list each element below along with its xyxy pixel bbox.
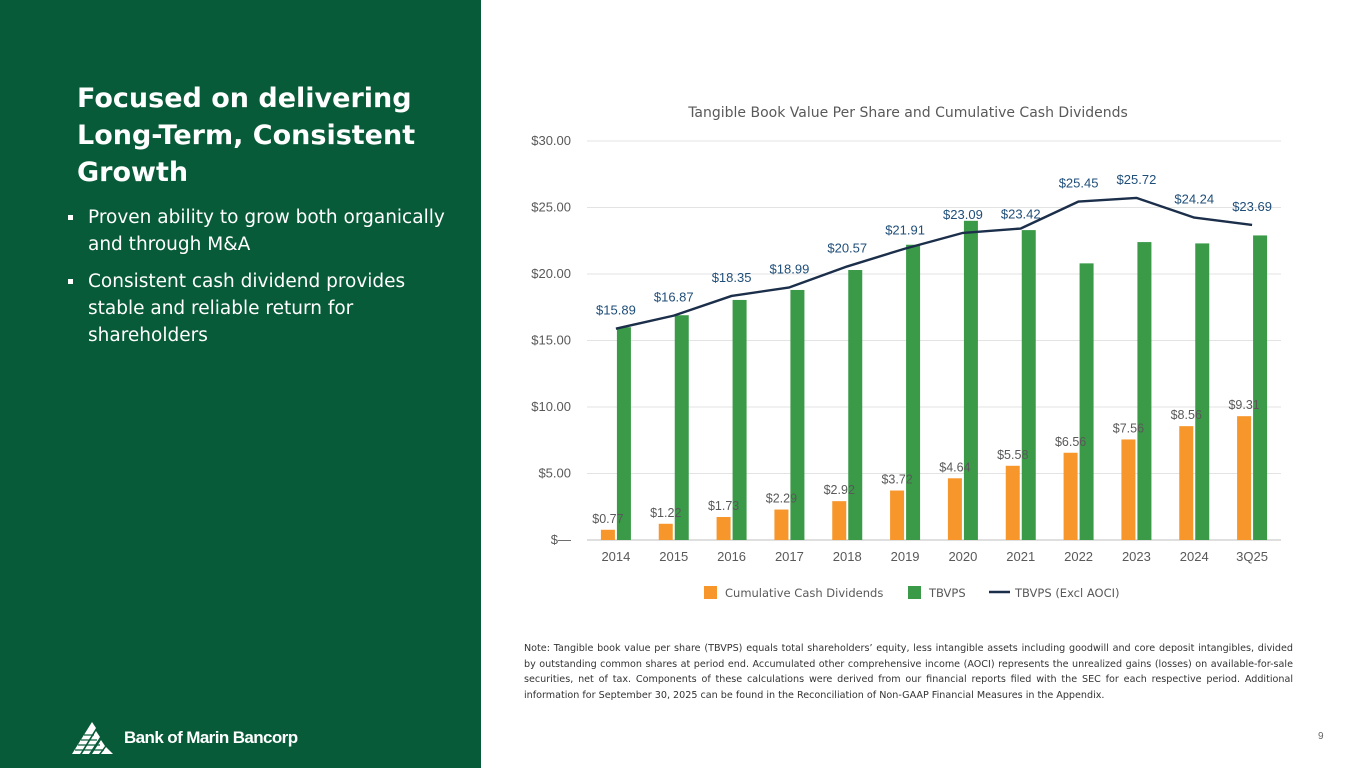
line-data-label: $25.45 (1059, 176, 1099, 191)
bullet-text: Consistent cash dividend provides stable… (88, 271, 406, 346)
y-tick-label: $30.00 (531, 133, 571, 148)
dividend-bar (1121, 439, 1136, 540)
x-tick-label: 2019 (891, 549, 920, 564)
dividend-bar (1179, 426, 1194, 540)
x-tick-label: 2022 (1064, 549, 1093, 564)
dividend-bar (832, 501, 847, 540)
dividend-data-label: $9.31 (1228, 398, 1259, 412)
tbvps-bar (906, 244, 921, 541)
x-tick-label: 3Q25 (1236, 549, 1268, 564)
dividend-data-label: $1.22 (650, 506, 681, 520)
line-data-label: $23.69 (1232, 199, 1272, 214)
line-data-label: $18.35 (712, 270, 752, 285)
dividend-bar (774, 509, 789, 540)
dividend-bar (890, 490, 905, 540)
legend-swatch (908, 586, 921, 599)
tbvps-bar (848, 270, 863, 540)
tbvps-bar (674, 315, 689, 540)
dividend-data-label: $6.56 (1055, 435, 1086, 449)
dividend-data-label: $7.56 (1113, 421, 1144, 435)
mountain-logo-icon (72, 722, 113, 754)
legend-label: Cumulative Cash Dividends (725, 586, 883, 600)
square-bullet-icon (68, 215, 73, 220)
line-data-label: $23.42 (1001, 207, 1041, 222)
dividend-data-label: $2.92 (824, 483, 855, 497)
x-tick-label: 2017 (775, 549, 804, 564)
line-data-label: $20.57 (827, 240, 867, 255)
dividend-bar (1063, 452, 1078, 540)
dividend-data-label: $2.29 (766, 492, 797, 506)
tbvps-bar (616, 327, 631, 540)
line-data-label: $15.89 (596, 303, 636, 318)
dividend-data-label: $4.64 (939, 460, 970, 474)
data-labels: $0.77 $1.22 $1.73 $2.29 $2.92 $3.72 $4.64 $5.58… (592, 172, 1272, 526)
tbvps-bar (1021, 230, 1036, 541)
tbvps-bar (963, 220, 978, 541)
company-logo: Bank of Marin Bancorp (70, 718, 298, 758)
logo-text: Bank of Marin Bancorp (124, 728, 298, 747)
tbvps-bar (1195, 243, 1210, 540)
x-tick-label: 2020 (948, 549, 977, 564)
bars (600, 220, 1268, 541)
left-panel: Focused on delivering Long-Term, Consist… (0, 0, 481, 768)
x-axis-ticks: 2014 2015 2016 2017 2018 2019 2020 2021 2022 2023… (601, 549, 1268, 564)
tbvps-bar (732, 299, 747, 540)
tbvps-bar (1137, 242, 1152, 540)
tbvps-chart: Tangible Book Value Per Share and Cumula… (531, 105, 1281, 600)
slide-title: Focused on delivering Long-Term, Consist… (77, 83, 416, 188)
dividend-data-label: $0.77 (592, 512, 623, 526)
dividend-bar (947, 478, 962, 540)
x-tick-label: 2024 (1180, 549, 1209, 564)
dividend-bar (658, 523, 673, 540)
dividend-bar (600, 529, 615, 540)
dividend-bar (1237, 416, 1252, 540)
legend-label: TBVPS (928, 586, 966, 600)
line-data-label: $25.72 (1117, 172, 1157, 187)
y-axis-ticks: $— $5.00 $10.00 $15.00 $20.00 $25.00 $30.00 (531, 133, 571, 547)
dividend-data-label: $8.56 (1171, 408, 1202, 422)
x-tick-label: 2014 (601, 549, 630, 564)
y-tick-label: $— (551, 532, 571, 547)
x-tick-label: 2021 (1006, 549, 1035, 564)
bullet-list: Proven ability to grow both organically … (68, 204, 458, 359)
y-tick-label: $25.00 (531, 200, 571, 215)
y-tick-label: $15.00 (531, 333, 571, 348)
line-series (615, 196, 1253, 330)
dividend-data-label: $5.58 (997, 448, 1028, 462)
legend-swatch (704, 586, 717, 599)
bullet-text: Proven ability to grow both organically … (88, 207, 445, 255)
bullet-item: Proven ability to grow both organically … (68, 204, 458, 258)
dividend-data-label: $3.72 (881, 473, 912, 487)
line-data-label: $23.09 (943, 207, 983, 222)
tbvps-bar (1253, 235, 1268, 540)
line-data-label: $21.91 (885, 223, 925, 238)
tbvps-bar (1079, 263, 1094, 540)
chart-title: Tangible Book Value Per Share and Cumula… (687, 105, 1128, 121)
y-tick-label: $20.00 (531, 266, 571, 281)
y-tick-label: $10.00 (531, 399, 571, 414)
y-tick-label: $5.00 (538, 466, 571, 481)
x-tick-label: 2023 (1122, 549, 1151, 564)
square-bullet-icon (68, 279, 73, 284)
bullet-item: Consistent cash dividend provides stable… (68, 268, 458, 349)
page-number: 9 (1318, 731, 1324, 742)
line-data-label: $16.87 (654, 290, 694, 305)
dividend-data-label: $1.73 (708, 499, 739, 513)
dividend-bar (1005, 465, 1020, 540)
tbvps-bar (790, 289, 805, 540)
tbvps-excl-aoci-line (615, 196, 1253, 330)
line-data-label: $24.24 (1174, 192, 1214, 207)
x-tick-label: 2016 (717, 549, 746, 564)
x-tick-label: 2018 (833, 549, 862, 564)
legend-label: TBVPS (Excl AOCI) (1014, 586, 1119, 600)
footnote: Note: Tangible book value per share (TBV… (524, 643, 1293, 701)
chart-legend: Cumulative Cash Dividends TBVPS TBVPS (Exc… (704, 586, 1119, 600)
x-tick-label: 2015 (659, 549, 688, 564)
dividend-bar (716, 516, 731, 540)
line-data-label: $18.99 (770, 261, 810, 276)
